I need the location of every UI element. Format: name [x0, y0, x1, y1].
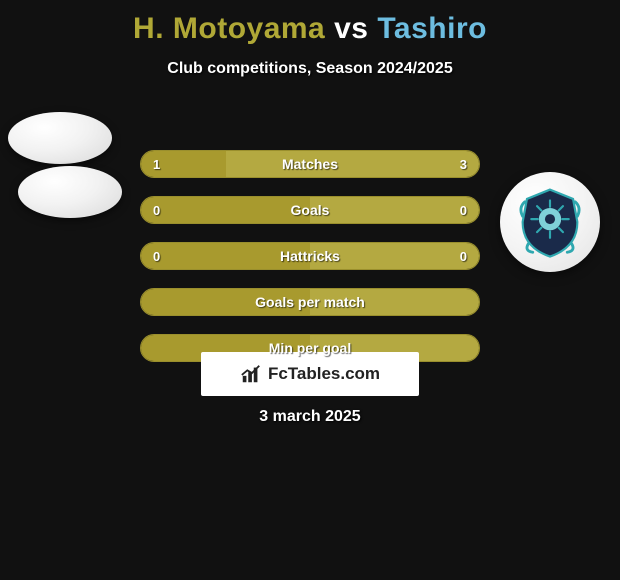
player1-avatar-bottom [18, 166, 122, 218]
watermark-text: FcTables.com [268, 364, 380, 384]
title-player1: H. Motoyama [133, 12, 325, 45]
player2-club-badge [500, 172, 600, 272]
title-player2: Tashiro [377, 12, 487, 45]
chart-icon [240, 363, 262, 385]
bar-label: Goals per match [141, 289, 479, 315]
page-title: H. Motoyama vs Tashiro [0, 0, 620, 46]
bar-value-left: 1 [141, 151, 172, 177]
subtitle: Club competitions, Season 2024/2025 [0, 60, 620, 78]
bar-value-right: 0 [448, 197, 479, 223]
bar-value-left: 0 [141, 243, 172, 269]
date-text: 3 march 2025 [0, 408, 620, 426]
crest-icon [514, 186, 586, 258]
bar-row: Goals per match [140, 288, 480, 316]
title-vs: vs [334, 12, 368, 45]
bar-row: Hattricks0 0 [140, 242, 480, 270]
bar-label: Goals [141, 197, 479, 223]
player1-avatar-top [8, 112, 112, 164]
bar-row: Goals0 0 [140, 196, 480, 224]
bar-value-right: 3 [448, 151, 479, 177]
bar-row: Min per goal [140, 334, 480, 362]
bar-value-right: 0 [448, 243, 479, 269]
bar-row: Matches1 3 [140, 150, 480, 178]
comparison-bars: Matches13Goals00Hattricks00Goals per mat… [140, 150, 480, 380]
bar-label: Hattricks [141, 243, 479, 269]
bar-value-left: 0 [141, 197, 172, 223]
bar-label: Matches [141, 151, 479, 177]
bar-label: Min per goal [141, 335, 479, 361]
